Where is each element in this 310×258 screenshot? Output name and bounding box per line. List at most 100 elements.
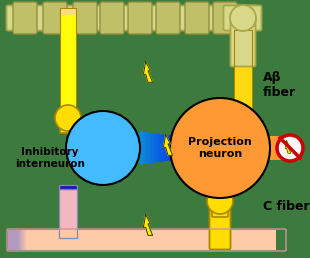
- Polygon shape: [177, 138, 179, 159]
- Bar: [59, 189, 77, 209]
- Polygon shape: [143, 132, 144, 164]
- Polygon shape: [172, 136, 173, 159]
- Polygon shape: [176, 137, 177, 159]
- Bar: [60, 13, 76, 21]
- Bar: [59, 190, 77, 222]
- Bar: [59, 189, 77, 204]
- Bar: [27, 230, 276, 250]
- Bar: [17, 230, 18, 250]
- Polygon shape: [194, 140, 195, 156]
- Bar: [59, 189, 77, 196]
- Bar: [234, 35, 252, 57]
- Bar: [18, 230, 26, 250]
- FancyBboxPatch shape: [212, 199, 228, 217]
- FancyBboxPatch shape: [13, 2, 37, 34]
- Bar: [234, 35, 252, 47]
- Polygon shape: [174, 137, 176, 159]
- Bar: [26, 230, 257, 250]
- Bar: [60, 17, 76, 96]
- Bar: [234, 36, 252, 81]
- FancyBboxPatch shape: [73, 2, 97, 34]
- Bar: [8, 230, 18, 250]
- Bar: [59, 189, 77, 201]
- Bar: [19, 230, 36, 250]
- Bar: [19, 230, 54, 250]
- Text: Projection
neuron: Projection neuron: [188, 137, 252, 159]
- Bar: [59, 185, 77, 188]
- Polygon shape: [145, 133, 147, 163]
- Bar: [60, 15, 76, 57]
- Bar: [60, 16, 76, 78]
- Polygon shape: [158, 135, 159, 162]
- Circle shape: [230, 5, 256, 31]
- Bar: [59, 189, 77, 212]
- Bar: [234, 36, 252, 95]
- Bar: [26, 230, 267, 250]
- Bar: [19, 230, 45, 250]
- Bar: [60, 14, 76, 34]
- Bar: [59, 185, 77, 238]
- Bar: [24, 230, 211, 250]
- Bar: [20, 230, 73, 250]
- FancyBboxPatch shape: [43, 2, 67, 34]
- Bar: [20, 230, 82, 250]
- Polygon shape: [166, 136, 167, 160]
- Bar: [60, 8, 76, 13]
- Polygon shape: [183, 138, 184, 158]
- Polygon shape: [155, 134, 157, 162]
- Bar: [234, 33, 252, 34]
- Bar: [234, 34, 252, 40]
- FancyBboxPatch shape: [231, 17, 255, 67]
- Bar: [59, 191, 77, 235]
- Polygon shape: [144, 215, 153, 235]
- Bar: [60, 12, 76, 13]
- Polygon shape: [144, 133, 145, 163]
- Bar: [22, 230, 128, 250]
- Polygon shape: [188, 139, 189, 157]
- Polygon shape: [148, 133, 150, 163]
- FancyBboxPatch shape: [185, 2, 209, 34]
- Bar: [234, 30, 252, 115]
- Bar: [60, 17, 76, 114]
- Circle shape: [66, 111, 140, 185]
- Circle shape: [207, 188, 233, 214]
- Bar: [59, 190, 77, 214]
- Polygon shape: [191, 139, 192, 157]
- Bar: [60, 14, 76, 30]
- Polygon shape: [157, 134, 158, 162]
- Polygon shape: [187, 139, 188, 157]
- Bar: [234, 35, 252, 61]
- Polygon shape: [140, 132, 141, 164]
- Bar: [59, 189, 77, 193]
- Bar: [60, 15, 76, 74]
- Bar: [24, 230, 193, 250]
- Bar: [60, 17, 76, 100]
- FancyBboxPatch shape: [235, 124, 251, 141]
- Bar: [60, 14, 76, 26]
- Bar: [60, 14, 76, 43]
- Bar: [21, 230, 109, 250]
- Bar: [60, 16, 76, 92]
- Bar: [60, 14, 76, 47]
- Bar: [234, 36, 252, 88]
- Bar: [234, 35, 252, 67]
- Circle shape: [277, 135, 303, 161]
- Bar: [234, 30, 252, 34]
- Polygon shape: [151, 134, 153, 162]
- Polygon shape: [181, 138, 183, 158]
- Polygon shape: [163, 135, 173, 155]
- Bar: [59, 190, 77, 217]
- Bar: [22, 230, 137, 250]
- Polygon shape: [147, 133, 148, 163]
- Polygon shape: [179, 138, 180, 158]
- Bar: [234, 37, 252, 101]
- Bar: [25, 230, 230, 250]
- Bar: [234, 35, 252, 64]
- Bar: [60, 17, 76, 109]
- FancyBboxPatch shape: [7, 5, 256, 30]
- Bar: [234, 35, 252, 54]
- Bar: [60, 8, 76, 118]
- Bar: [24, 230, 202, 250]
- FancyBboxPatch shape: [224, 5, 262, 30]
- Polygon shape: [167, 136, 169, 160]
